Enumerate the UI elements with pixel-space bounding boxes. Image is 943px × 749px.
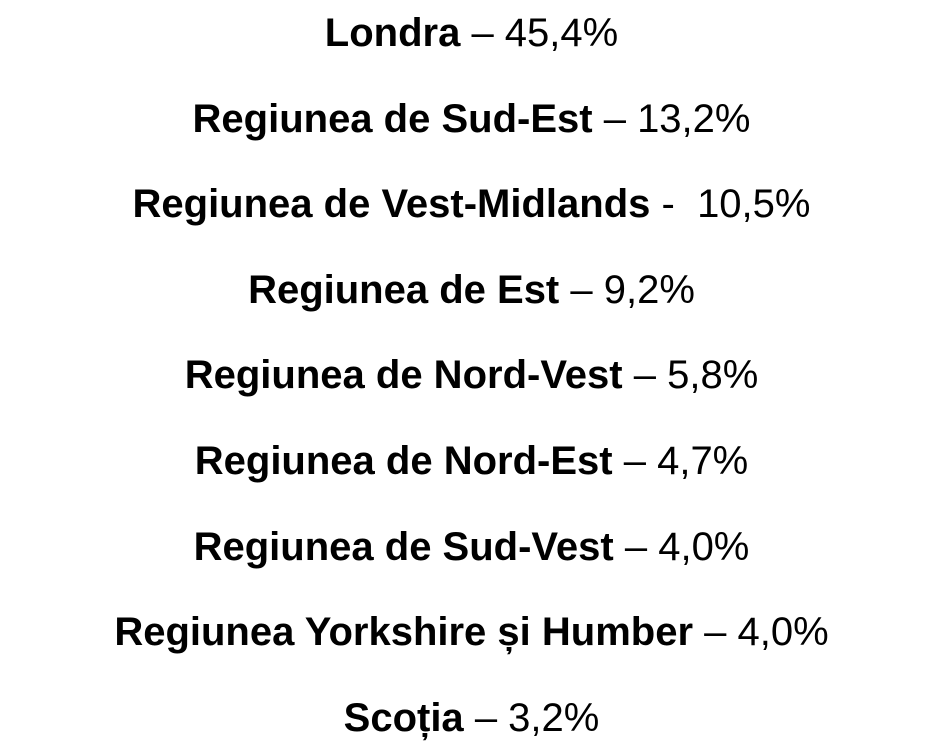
region-value: – 45,4%: [471, 11, 619, 55]
region-value: – 5,8%: [633, 353, 759, 398]
list-line: Londra – 45,4%: [0, 3, 943, 63]
region-name: Londra: [324, 11, 461, 55]
region-name: Regiunea de Sud-Vest: [193, 524, 614, 569]
list-line: Regiunea de Sud-Est – 13,2%: [0, 89, 943, 149]
region-name: Regiunea de Nord-Est: [194, 439, 613, 483]
list-line: Regiunea de Est – 9,2%: [0, 260, 943, 320]
region-value: – 9,2%: [570, 267, 695, 312]
list-line: Regiunea de Sud-Vest – 4,0%: [0, 517, 943, 577]
list-line: Regiunea de Nord-Vest – 5,8%: [0, 345, 943, 405]
region-value: – 13,2%: [603, 96, 751, 141]
list-line: Scoția – 3,2%: [0, 688, 943, 748]
region-name: Scoția: [343, 695, 464, 740]
list-line: Regiunea de Vest-Midlands - 10,5%: [0, 174, 943, 234]
region-value: – 4,0%: [704, 610, 829, 655]
region-value: – 4,0%: [624, 524, 750, 569]
region-value: – 4,7%: [623, 439, 749, 483]
region-value: - 10,5%: [661, 182, 811, 227]
region-name: Regiunea de Nord-Vest: [184, 353, 623, 398]
region-name: Regiunea de Sud-Est: [192, 96, 593, 141]
list-line: Regiunea de Nord-Est – 4,7%: [0, 431, 943, 491]
region-value: – 3,2%: [474, 695, 600, 740]
region-name: Regiunea Yorkshire și Humber: [114, 610, 694, 655]
region-name: Regiunea de Vest-Midlands: [132, 182, 651, 227]
list-line: Regiunea Yorkshire și Humber – 4,0%: [0, 602, 943, 662]
region-name: Regiunea de Est: [248, 267, 560, 312]
